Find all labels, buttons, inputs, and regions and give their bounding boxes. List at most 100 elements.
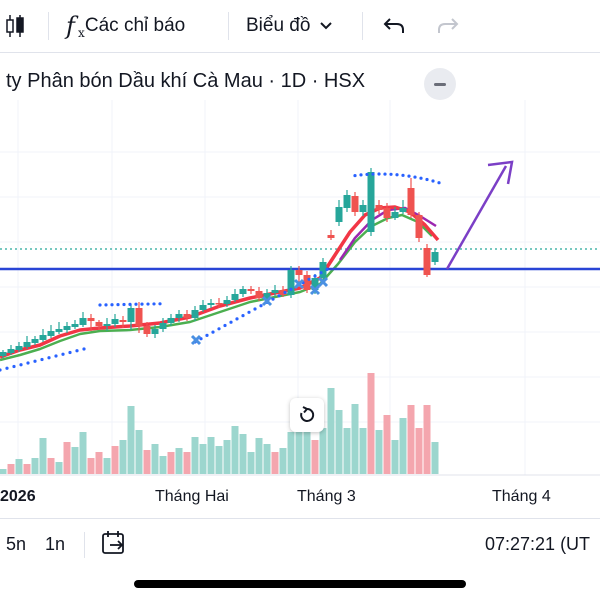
volume-bar [15, 459, 23, 474]
sar-dot [68, 350, 72, 355]
volume-bar [71, 447, 79, 474]
volume-bar [231, 426, 239, 474]
range-5n-button[interactable]: 5n [6, 534, 27, 554]
candle-body [199, 305, 207, 310]
candle-body [423, 248, 431, 275]
volume-bar [23, 464, 31, 474]
sar-dot [313, 274, 317, 278]
volume-bar [319, 428, 327, 474]
candle-body [87, 318, 95, 321]
toolbar-separator [362, 12, 363, 40]
volume-bar [247, 452, 255, 474]
sar-dot [40, 357, 44, 362]
sar-dot [152, 302, 156, 306]
volume-bar [327, 388, 335, 474]
chart-type-button[interactable]: Biểu đồ [246, 0, 334, 52]
sar-dot [122, 302, 126, 307]
candle-body [239, 289, 247, 294]
price-chart[interactable] [0, 100, 600, 480]
candle-body [0, 352, 7, 356]
toolbar-border [0, 52, 600, 53]
volume-bar [359, 428, 367, 474]
volume-bar [423, 405, 431, 474]
sar-dot [229, 320, 233, 324]
candle-body [159, 323, 167, 329]
redo-icon[interactable] [436, 0, 460, 52]
volume-bar [343, 428, 351, 474]
sar-dot [365, 172, 369, 177]
candle-body [23, 342, 31, 347]
volume-bar [223, 440, 231, 474]
sar-dot [389, 172, 393, 176]
ma-green-line [0, 213, 433, 362]
candle-body [351, 196, 359, 212]
volume-bar [175, 448, 183, 474]
go-to-date-icon[interactable] [100, 530, 128, 561]
volume-bar [39, 438, 47, 474]
sar-dot [377, 172, 381, 176]
rotate-icon [300, 406, 315, 422]
volume-bar [111, 446, 119, 474]
volume-bar [79, 432, 87, 474]
symbol-title: ty Phân bón Dầu khí Cà Mau · 1D · HSX [6, 70, 366, 92]
x-axis-label-year: 2026 [0, 488, 36, 505]
volume-bar [119, 440, 127, 474]
sar-dot [407, 174, 411, 178]
volume-bar [167, 452, 175, 474]
candle-body [255, 291, 263, 298]
sar-dot [75, 349, 79, 353]
candle-body [311, 278, 319, 290]
candles-icon[interactable] [4, 0, 28, 52]
candle-body [103, 324, 111, 326]
candle-body [343, 195, 351, 208]
collapse-legend-button[interactable] [424, 68, 456, 100]
reset-chart-button[interactable] [290, 398, 324, 432]
candle-body [31, 339, 39, 343]
volume-bar [31, 458, 39, 474]
sar-dot [431, 179, 435, 183]
sar-dot [205, 333, 209, 337]
bottom-separator [84, 532, 85, 558]
candle-body [287, 270, 295, 295]
volume-bar [295, 400, 303, 474]
volume-bar [415, 428, 423, 474]
candle-body [391, 212, 399, 218]
sar-dot [425, 177, 429, 182]
candle-body [215, 303, 223, 305]
candle-body [263, 293, 271, 298]
chart-type-label: Biểu đồ [246, 15, 311, 36]
volume-bar [215, 446, 223, 474]
volume-bar [303, 426, 311, 474]
sar-dot [26, 361, 30, 365]
volume-bar [127, 406, 135, 474]
toolbar-separator [48, 12, 49, 40]
volume-bar [63, 442, 71, 474]
sar-dot [158, 302, 162, 306]
sar-dot [104, 303, 108, 307]
candle-body [223, 300, 231, 304]
x-axis-label-mar: Tháng 3 [297, 488, 356, 505]
volume-bar [407, 405, 415, 474]
candle-body [295, 270, 303, 275]
candle-body [271, 290, 279, 293]
candle-body [183, 314, 191, 318]
sar-dot [140, 302, 144, 306]
candle-body [407, 188, 415, 215]
volume-bar [255, 438, 263, 474]
sar-dot [47, 356, 51, 360]
candle-body [143, 326, 151, 334]
volume-bar [55, 462, 63, 474]
sar-dot [110, 303, 114, 307]
candle-body [127, 308, 135, 322]
volume-bar [239, 434, 247, 474]
sar-dot [289, 287, 293, 291]
range-1n-button[interactable]: 1n [45, 534, 66, 554]
sar-dot [54, 354, 58, 358]
indicators-label: Các chỉ báo [84, 15, 186, 36]
sar-dot [128, 302, 132, 306]
volume-bar [311, 440, 319, 474]
undo-icon[interactable] [382, 0, 406, 52]
candle-body [359, 205, 367, 212]
